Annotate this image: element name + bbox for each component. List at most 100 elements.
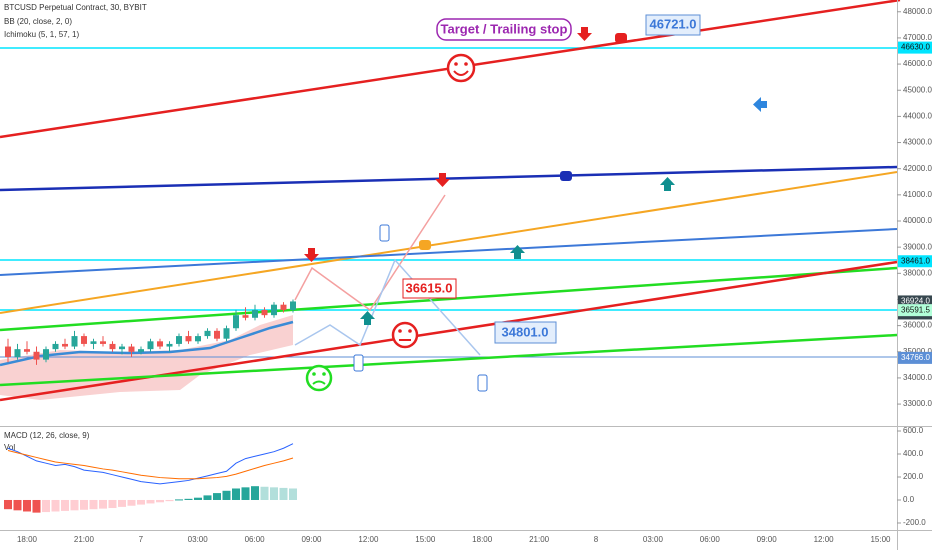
candle-body	[176, 336, 182, 344]
price-badge	[898, 304, 932, 317]
time-label: 15:00	[870, 535, 891, 544]
price-tick-label: 38000.0	[903, 268, 932, 277]
macd-histogram-bar	[13, 499, 22, 511]
macd-histogram-bar	[165, 499, 174, 502]
price-tick-label: 46000.0	[903, 59, 932, 68]
macd-histogram-bar	[289, 488, 297, 500]
trend-line	[0, 266, 898, 332]
price-tick-label: 44000.0	[903, 111, 932, 120]
price-badge	[898, 255, 932, 268]
price-badge	[898, 41, 932, 54]
candle-body	[214, 330, 220, 339]
macd-tick-label: -200.0	[903, 518, 926, 527]
time-label: 03:00	[188, 535, 209, 544]
candle-body	[138, 349, 144, 352]
price-tick-label: 40000.0	[903, 216, 932, 225]
candle-body	[14, 349, 21, 357]
hand-icon	[353, 354, 364, 372]
cat-icon	[560, 171, 572, 181]
hand-icon	[379, 224, 390, 242]
candle-body	[147, 341, 154, 350]
trend-line	[0, 228, 898, 276]
time-label: 06:00	[700, 535, 721, 544]
up-arrow	[360, 311, 375, 325]
macd-histogram-bar	[23, 499, 31, 512]
candle-body	[71, 336, 78, 347]
macd-histogram-bar	[203, 495, 212, 500]
candle-body	[261, 309, 268, 316]
hand-icon	[477, 374, 488, 392]
indicator-label: Ichimoku (5, 1, 57, 1)	[4, 30, 79, 39]
macd-histogram-bar	[279, 487, 288, 500]
dynamic-layer: 33000.034000.035000.036000.037000.038000…	[4, 7, 932, 544]
down-arrow	[304, 248, 319, 262]
cat-icon	[615, 33, 627, 43]
neutral-face-icon	[391, 321, 419, 349]
candle-body	[195, 336, 201, 342]
macd-histogram-bar	[61, 499, 69, 511]
candle-body	[43, 349, 49, 360]
price-tick-label: 43000.0	[903, 138, 932, 147]
price-badge-label: 36591.5	[901, 305, 930, 314]
up-arrow	[660, 177, 675, 191]
price-tick-label: 45000.0	[903, 85, 932, 94]
price-badge-label: 36924.0	[901, 297, 930, 306]
time-label: 7	[139, 535, 144, 544]
time-label: 09:00	[301, 535, 322, 544]
price-label: 46721.0	[650, 16, 697, 31]
macd-title: MACD (12, 26, close, 9)	[4, 431, 90, 440]
macd-histogram-bar	[89, 499, 98, 510]
macd-histogram-bar	[42, 499, 50, 513]
macd-histogram-bar	[156, 499, 164, 503]
candle-body	[233, 315, 239, 329]
price-tick-label: 39000.0	[903, 242, 932, 251]
price-tick-label: 35000.0	[903, 347, 932, 356]
candle-body	[5, 346, 11, 357]
time-label: 03:00	[643, 535, 664, 544]
callout-box	[436, 18, 572, 41]
up-arrow	[510, 245, 525, 259]
price-tick-label: 41000.0	[903, 190, 932, 199]
price-tick-label: 47000.0	[903, 33, 932, 42]
price-label-box	[494, 321, 557, 344]
macd-histogram-bar	[222, 490, 231, 500]
face-icon	[305, 364, 333, 392]
macd-tick-label: 600.0	[903, 426, 924, 435]
candle-body	[62, 343, 68, 347]
price-tick-label: 48000.0	[903, 7, 932, 16]
down-arrow	[435, 173, 450, 187]
down-arrow	[577, 27, 592, 41]
macd-histogram-bar	[70, 499, 79, 511]
candle-body	[157, 341, 163, 347]
time-label: 21:00	[74, 535, 95, 544]
price-label: 34801.0	[502, 324, 549, 339]
candle-body	[52, 343, 59, 350]
candle-body	[166, 343, 173, 347]
macd-histogram-bar	[270, 487, 278, 500]
candle-body	[119, 346, 125, 350]
candle-body	[290, 301, 296, 310]
time-label: 06:00	[245, 535, 266, 544]
macd-histogram-bar	[108, 499, 117, 509]
path-arrow	[294, 194, 446, 312]
macd-histogram-bar	[4, 499, 12, 510]
time-label: 18:00	[17, 535, 38, 544]
macd-histogram-bar	[137, 499, 145, 505]
vol-label: Vol	[4, 443, 15, 452]
macd-histogram-bar	[80, 499, 88, 510]
time-label: 15:00	[415, 535, 436, 544]
candle-body	[33, 351, 40, 360]
price-tick-label: 34000.0	[903, 373, 932, 382]
candle-body	[280, 304, 287, 310]
callout-text: Target / Trailing stop	[441, 21, 568, 36]
candle-body	[81, 336, 87, 344]
macd-tick-label: 0.0	[903, 495, 915, 504]
macd-histogram-bar	[241, 487, 250, 500]
candle-body	[90, 341, 97, 344]
left-arrow	[753, 97, 767, 112]
candle-body	[109, 343, 116, 350]
macd-histogram-bar	[260, 486, 269, 500]
candle-body	[242, 315, 249, 318]
time-label: 21:00	[529, 535, 550, 544]
